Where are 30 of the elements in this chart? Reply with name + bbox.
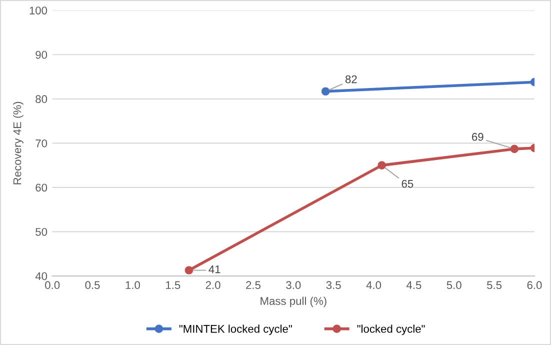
x-tick-label: 4.5 [406,281,422,290]
point [378,161,386,170]
x-tick-label: 0.0 [45,281,60,290]
y-tick-label: 50 [36,228,48,236]
data-label: 69 [472,132,484,141]
x-tick-label: 5.5 [487,281,502,290]
legend-label: "MINTEK locked cycle" [179,324,292,335]
y-tick-label: 90 [36,50,48,59]
x-tick-label: 2.5 [246,281,260,290]
x-tick-label: 5.0 [446,281,462,290]
point [184,266,194,274]
x-tick-label: 2.0 [206,281,220,290]
data-label: 82 [345,75,357,84]
y-tick-label: 40 [35,272,48,280]
x-tick-label: 1.5 [166,281,180,290]
y-tick-label: 70 [36,139,48,148]
y-tick-label: 100 [30,6,48,14]
data-label: 65 [402,180,414,188]
x-tick-label: 6.0 [527,281,542,290]
data-label: 41 [208,265,220,274]
legend-label: "locked cycle" [357,324,425,335]
y-tick-label: 80 [36,95,48,104]
x-tick-label: 3.0 [286,281,301,290]
x-tick-label: 3.5 [326,281,341,290]
x-tick-label: 0.5 [85,281,100,290]
x-tick-label: 4.0 [366,281,382,290]
y-tick-label: 60 [36,184,48,192]
x-tick-label: 1.0 [126,281,140,290]
y-axis-title: Recovery 4E (%) [13,102,24,184]
x-axis-title: Mass pull (%) [260,296,326,308]
